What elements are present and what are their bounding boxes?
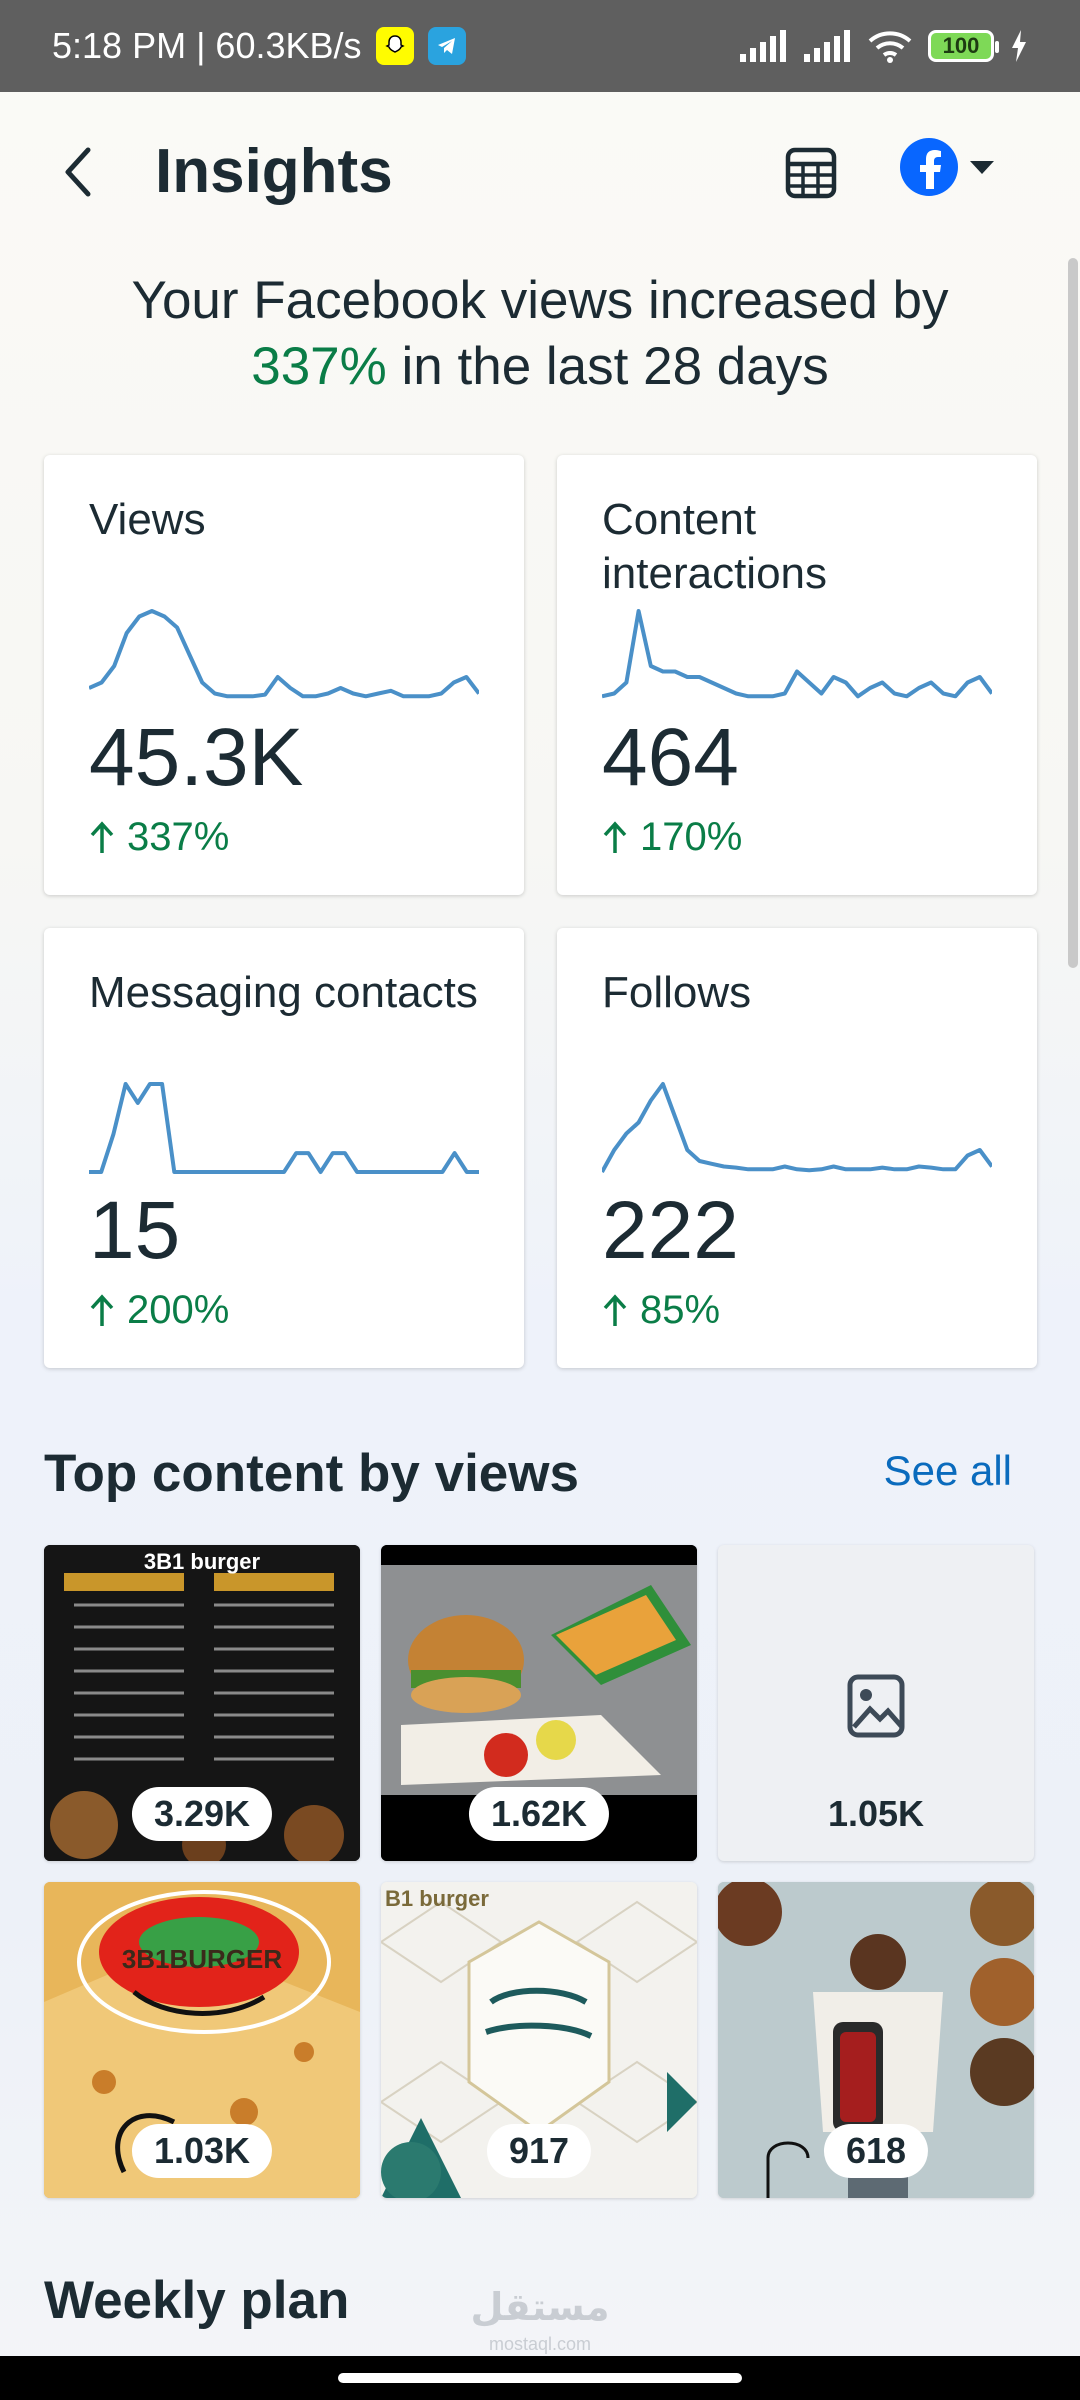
content-thumbnail[interactable]: 3B1BURGER 1.03K [44, 1882, 360, 2198]
views-count: 3.29K [131, 1787, 273, 1841]
views-sparkline [89, 609, 479, 699]
top-content-title: Top content by views [44, 1444, 579, 1503]
charging-icon [1012, 30, 1026, 62]
metric-change-value: 85% [640, 1288, 721, 1332]
metric-title: Follows [602, 968, 752, 1017]
sparkline-path [89, 1082, 479, 1174]
page-title: Insights [155, 137, 393, 206]
thumbnail-caption: 3B1BURGER [121, 1944, 283, 1974]
content-thumbnail[interactable]: 618 [718, 1882, 1034, 2198]
back-arrow-icon[interactable] [50, 142, 110, 202]
metric-title: Content interactions [602, 495, 828, 598]
weekly-plan-title: Weekly plan [44, 2271, 350, 2330]
views-count: 1.62K [468, 1787, 610, 1841]
views-count: 917 [486, 2124, 592, 2178]
signal-icon [740, 30, 786, 62]
facebook-icon [900, 138, 958, 196]
metric-card-views[interactable]: Views 45.3K 337% [44, 455, 524, 895]
arrow-up-icon [603, 820, 627, 853]
views-count: 618 [823, 2124, 929, 2178]
wifi-icon [868, 31, 912, 63]
status-bar: 5:18 PM | 60.3KB/s 100 [0, 0, 1080, 92]
thumbnail-caption: 3B1 burger [143, 1549, 261, 1574]
follows-sparkline [602, 1082, 992, 1173]
account-switcher[interactable] [900, 138, 994, 196]
headline-prefix: Your Facebook views increased by [131, 271, 949, 330]
caret-down-icon [970, 160, 994, 174]
sparkline-path [89, 609, 479, 699]
views-headline: Your Facebook views increased by 337% in… [40, 268, 1040, 400]
status-time: 5:18 PM | 60.3KB/s [52, 25, 362, 66]
views-count: 1.03K [131, 2124, 273, 2178]
burger-photo [381, 1545, 697, 1861]
content-thumbnail[interactable]: 1.05K [718, 1545, 1034, 1861]
metric-value: 464 [602, 712, 739, 803]
metric-change: 337% [89, 815, 229, 860]
metric-card-content-interactions[interactable]: Content interactions 464 170% [557, 455, 1037, 895]
metric-value: 15 [89, 1185, 181, 1276]
menu-image [44, 1545, 360, 1861]
sparkline-path [602, 1082, 992, 1173]
metric-change-value: 337% [127, 815, 230, 859]
home-indicator[interactable] [338, 2373, 742, 2383]
scrollbar[interactable] [1068, 258, 1078, 968]
see-all-link[interactable]: See all [883, 1447, 1012, 1494]
watermark-arabic: مستقل [470, 2287, 610, 2329]
metric-card-messaging-contacts[interactable]: Messaging contacts 15 200% [44, 928, 524, 1368]
snapchat-icon [375, 27, 414, 65]
arrow-up-icon [603, 1293, 627, 1326]
signal-icon [804, 30, 850, 62]
metric-change: 170% [602, 815, 742, 860]
headline-percent: 337% [251, 337, 387, 396]
metric-value: 45.3K [89, 712, 304, 803]
content-thumbnail[interactable]: B1 burger 917 [381, 1882, 697, 2198]
metric-title: Views [89, 495, 206, 544]
battery-level: 100 [942, 33, 980, 58]
watermark: مستقل mostaql.com [470, 2287, 610, 2362]
metric-value: 222 [602, 1185, 739, 1276]
thumbnail-caption: B1 burger [385, 1886, 489, 1911]
metric-title: Messaging contacts [89, 968, 478, 1017]
views-count: 1.05K [827, 1793, 925, 1834]
headline-suffix: in the last 28 days [401, 337, 829, 396]
battery-icon: 100 [928, 30, 999, 62]
image-placeholder-icon [847, 1674, 905, 1738]
table-icon[interactable] [780, 142, 842, 204]
metric-change-value: 170% [640, 815, 743, 859]
arrow-up-icon [90, 820, 114, 853]
metric-change: 200% [89, 1288, 229, 1333]
content-thumbnail[interactable]: 3B1 burger 3.29K [44, 1545, 360, 1861]
greeting-image [381, 1882, 697, 2198]
metric-card-follows[interactable]: Follows 222 85% [557, 928, 1037, 1368]
metric-change-value: 200% [127, 1288, 230, 1332]
app-header: Insights [0, 92, 1080, 260]
arrow-up-icon [90, 1293, 114, 1326]
watermark-latin: mostaql.com [488, 2334, 592, 2354]
telegram-icon [427, 27, 466, 65]
content-interactions-sparkline [602, 609, 992, 699]
sparkline-path [602, 609, 992, 699]
content-thumbnail[interactable]: 1.62K [381, 1545, 697, 1861]
messaging-contacts-sparkline [89, 1082, 479, 1174]
metric-change: 85% [602, 1288, 720, 1333]
